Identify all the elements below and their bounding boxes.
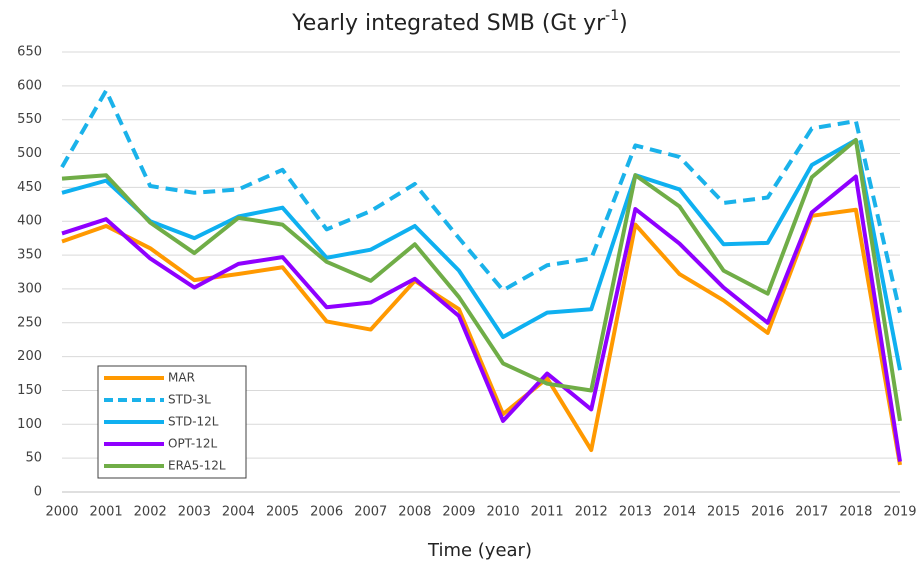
x-tick-label: 2001 [90,505,123,520]
series-line [61,174,902,462]
x-tick-label: 2016 [751,505,784,520]
x-tick-label: 2012 [575,505,608,520]
x-tick-label: 2004 [222,505,255,520]
y-tick-label: 200 [17,349,42,364]
title-end: ) [619,11,628,36]
legend-label: OPT-12L [168,437,218,451]
x-tick-label: 2003 [178,505,211,520]
x-tick-label: 2013 [619,505,652,520]
x-tick-label: 2017 [795,505,828,520]
legend-label: ERA5-12L [168,459,226,473]
y-tick-label: 550 [17,112,42,127]
y-tick-label: 250 [17,315,42,330]
y-tick-label: 100 [17,417,42,432]
y-tick-label: 0 [34,485,42,500]
chart-title: Yearly integrated SMB (Gt yr-1) [291,8,627,36]
x-tick-label: 2015 [707,505,740,520]
x-tick-label: 2000 [45,505,78,520]
series-line [61,138,902,422]
x-tick-label: 2018 [839,505,872,520]
x-tick-label: 2008 [398,505,431,520]
y-tick-label: 150 [17,383,42,398]
y-tick-label: 650 [17,45,42,60]
series-line [61,207,902,466]
x-axis-title: Time (year) [427,540,532,561]
y-tick-label: 300 [17,281,42,296]
x-tick-label: 2009 [442,505,475,520]
x-tick-label: 2010 [487,505,520,520]
x-tick-label: 2005 [266,505,299,520]
x-tick-label: 2011 [531,505,564,520]
x-tick-label: 2019 [883,505,916,520]
legend-label: STD-3L [168,393,211,407]
y-tick-label: 50 [25,451,42,466]
legend-label: MAR [168,371,195,385]
legend-label: STD-12L [168,415,219,429]
title-main: Yearly integrated SMB (Gt yr [291,11,606,36]
series-line [61,138,902,371]
y-tick-label: 600 [17,78,42,93]
series-line [60,88,902,314]
x-tick-label: 2002 [134,505,167,520]
legend: MAR STD-3L STD-12L OPT-12L ERA5-12L [97,365,247,479]
y-tick-label: 450 [17,180,42,195]
title-sup: -1 [605,8,619,24]
x-tick-label: 2014 [663,505,696,520]
y-tick-label: 400 [17,214,42,229]
x-tick-label: 2006 [310,505,343,520]
x-tick-label: 2007 [354,505,387,520]
y-tick-label: 350 [17,248,42,263]
y-tick-label: 500 [17,146,42,161]
